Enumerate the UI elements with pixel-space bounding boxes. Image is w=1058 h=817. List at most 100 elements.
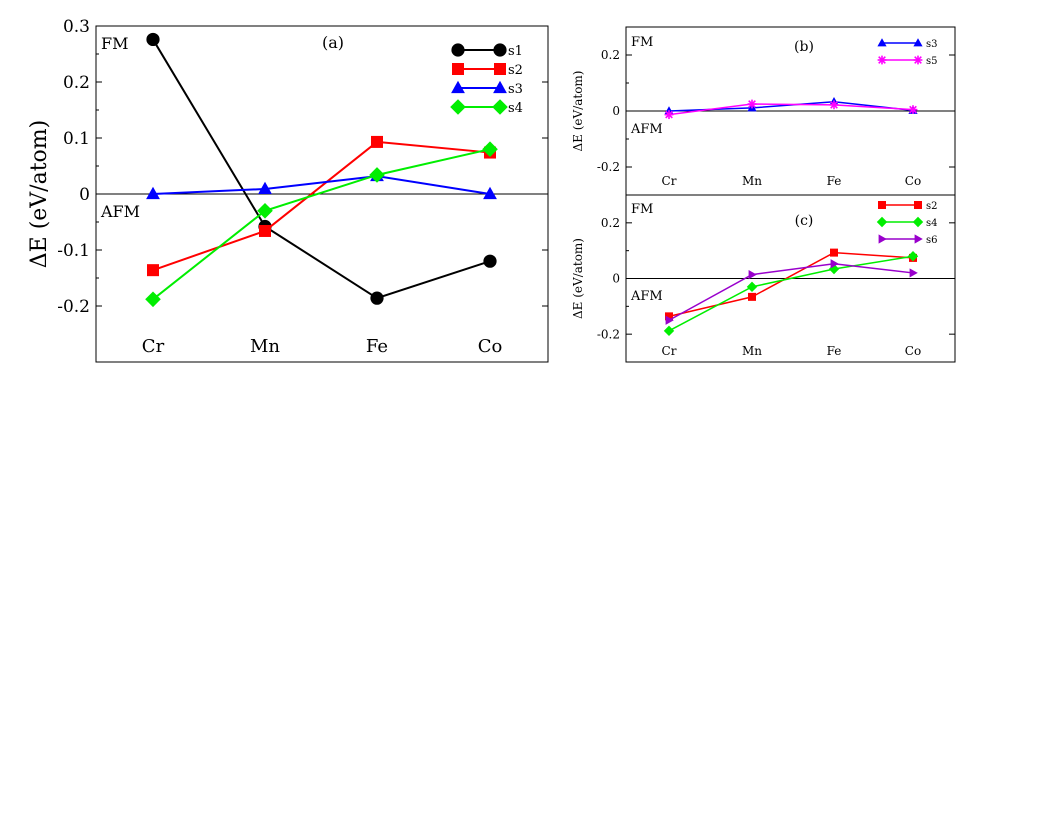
legend-marker-s5-stroke — [878, 56, 886, 64]
chart-panel-c: -0.2 0 0.2 Cr Mn Fe Co ΔE (eV/atom) FM AFM (c) s2 s4… — [571, 194, 956, 363]
legend-marker-s5 — [877, 55, 887, 65]
data-point-s3 — [258, 181, 272, 195]
x-tick-label: Fe — [366, 336, 388, 357]
y-tick-label: -0.1 — [57, 241, 90, 261]
chart-panel-a: -0.2 -0.1 0 0.1 0.2 0.3 Cr Mn Fe Co ΔE (eV/atom) FM… — [27, 17, 549, 363]
data-point-s5 — [908, 105, 918, 114]
legend-marker-s2 — [914, 201, 922, 209]
data-point-s5 — [829, 100, 839, 110]
data-point-s4 — [663, 325, 675, 337]
legend-marker-s2 — [878, 201, 886, 209]
data-point-s4 — [907, 251, 919, 262]
fm-annotation: FM — [631, 35, 653, 50]
fm-annotation: FM — [631, 202, 653, 217]
data-point-s6 — [830, 259, 839, 269]
x-tick-label: Cr — [662, 344, 677, 358]
y-axis-label: ΔE (eV/atom) — [571, 238, 585, 319]
x-tick-label: Fe — [827, 344, 842, 358]
data-point-s4 — [257, 203, 273, 219]
x-tick-label: Mn — [742, 344, 762, 358]
legend-marker-s5 — [913, 55, 923, 65]
fm-annotation: FM — [101, 34, 128, 53]
series-line-s4 — [668, 255, 914, 332]
x-tick-label: Mn — [250, 336, 280, 357]
legend-marker-s3 — [451, 80, 465, 94]
legend: s1 s2 s3 s4 — [450, 43, 523, 116]
data-point-s4 — [482, 141, 498, 157]
legend-marker-s4 — [450, 99, 466, 115]
series-s3 — [146, 168, 497, 200]
y-tick-label: 0.2 — [63, 73, 90, 93]
legend-marker-s5-stroke — [914, 56, 922, 64]
legend-label-s2: s2 — [508, 63, 523, 78]
data-point-s5 — [747, 99, 757, 109]
series-s6 — [665, 259, 918, 325]
legend-marker-s3 — [877, 38, 887, 47]
series-line-s6 — [668, 262, 914, 321]
data-point-s2 — [371, 135, 383, 148]
data-point-s5-stroke — [748, 100, 756, 108]
legend-label-s4: s4 — [508, 101, 523, 116]
series-s4 — [663, 251, 919, 337]
panel-label: (b) — [794, 39, 814, 55]
x-tick-label: Mn — [742, 174, 762, 188]
legend-label-s5: s5 — [926, 56, 938, 67]
legend-label-s6: s6 — [926, 235, 938, 246]
y-tick-label: -0.2 — [57, 297, 90, 317]
series-line-s2 — [152, 140, 491, 272]
series-s3 — [664, 96, 918, 115]
x-tick-label: Cr — [142, 336, 165, 357]
legend-marker-s1 — [493, 43, 507, 57]
data-point-s3 — [483, 186, 497, 200]
x-tick-label: Cr — [662, 174, 677, 188]
y-tick-label: 0.3 — [63, 17, 90, 37]
series-line-s3 — [152, 175, 491, 195]
data-point-s5 — [664, 110, 674, 120]
series-s4 — [145, 141, 498, 308]
series-s2 — [147, 135, 496, 277]
data-point-s2 — [665, 312, 673, 321]
legend-marker-s1 — [451, 43, 465, 57]
legend-marker-s4 — [912, 216, 924, 228]
data-point-s6 — [748, 270, 757, 280]
y-tick-label: 0.1 — [63, 129, 90, 149]
y-tick-label: 0 — [79, 185, 90, 205]
data-point-s6 — [909, 268, 918, 278]
afm-annotation: AFM — [630, 122, 663, 137]
legend-marker-s4 — [492, 99, 508, 115]
legend-marker-s2 — [494, 63, 506, 75]
data-point-s2 — [259, 224, 271, 237]
data-point-s4 — [145, 291, 161, 308]
chart-panel-b: -0.2 0 0.2 Cr Mn Fe Co ΔE (eV/atom) FM AFM (b) s3 s5 — [571, 26, 956, 196]
legend-label-s2: s2 — [926, 201, 938, 212]
legend-label-s3: s3 — [926, 39, 938, 50]
data-point-s2 — [147, 264, 159, 277]
afm-annotation: AFM — [630, 289, 663, 304]
data-point-s1 — [483, 254, 497, 268]
series-line-s2 — [668, 251, 914, 318]
series-s5 — [664, 99, 918, 120]
x-tick-label: Fe — [827, 174, 842, 188]
y-axis-label: ΔE (eV/atom) — [571, 71, 585, 152]
legend-marker-s6 — [878, 234, 887, 244]
afm-annotation: AFM — [100, 202, 140, 221]
y-tick-label: -0.2 — [597, 327, 620, 341]
data-point-s2 — [748, 292, 756, 301]
data-point-s2 — [830, 248, 838, 257]
legend-marker-s6 — [914, 234, 923, 244]
y-tick-label: 0.2 — [601, 48, 620, 62]
legend: s2 s4 s6 — [876, 201, 938, 246]
data-point-s1 — [370, 291, 384, 305]
legend-label-s1: s1 — [508, 44, 523, 59]
legend-marker-s3 — [493, 80, 507, 94]
y-tick-label: -0.2 — [597, 160, 620, 174]
y-tick-label: 0 — [612, 104, 620, 118]
panel-label: (a) — [322, 33, 344, 52]
y-tick-label: 0.2 — [601, 216, 620, 230]
legend-marker-s3 — [913, 38, 923, 47]
data-point-s4 — [369, 167, 385, 183]
data-point-s5-stroke — [830, 100, 838, 109]
series-line-s4 — [152, 148, 491, 301]
legend-marker-s4 — [876, 216, 888, 228]
